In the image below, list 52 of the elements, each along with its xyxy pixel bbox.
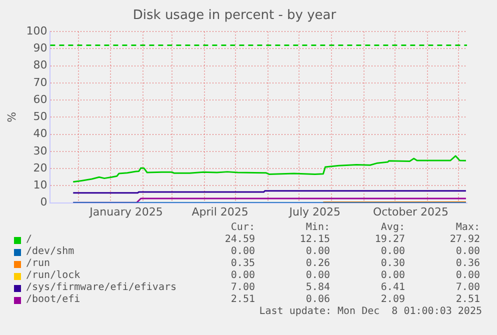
- text: 0.00: [380, 246, 405, 257]
- text: 7.00: [230, 282, 255, 293]
- text: 2.51: [454, 294, 480, 305]
- text: 0.36: [454, 258, 480, 269]
- y-tick-label: 70: [33, 76, 48, 89]
- text: Min:: [304, 222, 330, 233]
- text: 7.00: [454, 282, 480, 293]
- text: 0.00: [230, 246, 255, 257]
- text: 2.51: [230, 294, 255, 305]
- y-tick-label: 30: [33, 144, 48, 158]
- y-tick-label: 50: [33, 110, 48, 124]
- text: 2.09: [380, 294, 405, 305]
- text: 0.00: [380, 270, 405, 281]
- x-tick-label: January 2025: [88, 205, 163, 218]
- text: 0.00: [304, 270, 330, 281]
- text: Max:: [454, 222, 480, 233]
- text: 0.26: [304, 258, 330, 269]
- text: 19.27: [374, 234, 405, 245]
- legend-label: /sys/firmware/efi/efivars: [26, 282, 177, 293]
- text: 5.84: [304, 282, 330, 293]
- text: 0.00: [230, 270, 255, 281]
- y-tick-label: 20: [33, 161, 48, 174]
- y-tick-label: 60: [33, 92, 48, 106]
- chart-title: Disk usage in percent - by year: [132, 8, 337, 24]
- legend-label: /run/lock: [26, 270, 80, 281]
- text: Avg:: [380, 222, 405, 233]
- text: 12.15: [298, 234, 330, 245]
- y-tick-label: 90: [33, 42, 48, 55]
- text: Last update: Mon Dec 8 01:00:03 2025: [259, 306, 482, 317]
- y-tick-label: 0: [40, 196, 48, 209]
- legend-label: /dev/shm: [26, 246, 74, 257]
- y-tick-label: 10: [33, 178, 48, 192]
- y-axis-title: %: [5, 112, 18, 122]
- y-tick-label: 100: [26, 24, 48, 38]
- text: 24.59: [224, 234, 255, 245]
- text: 6.41: [380, 282, 405, 293]
- legend-label: /boot/efi: [26, 294, 80, 305]
- text: 0.00: [304, 246, 330, 257]
- x-tick-label: October 2025: [372, 205, 448, 218]
- x-tick-label: July 2025: [288, 205, 341, 218]
- x-tick-label: April 2025: [192, 205, 248, 218]
- text: Cur:: [230, 222, 255, 233]
- text: 0.35: [230, 258, 255, 269]
- y-tick-label: 40: [33, 127, 48, 140]
- legend-label: /: [26, 234, 32, 245]
- y-tick-label: 80: [33, 58, 48, 72]
- text: 0.00: [454, 246, 480, 257]
- text: 27.92: [448, 234, 480, 245]
- text: 0.06: [304, 294, 330, 305]
- text: 0.00: [454, 270, 480, 281]
- legend-label: /run: [26, 258, 50, 269]
- text: 0.30: [380, 258, 405, 269]
